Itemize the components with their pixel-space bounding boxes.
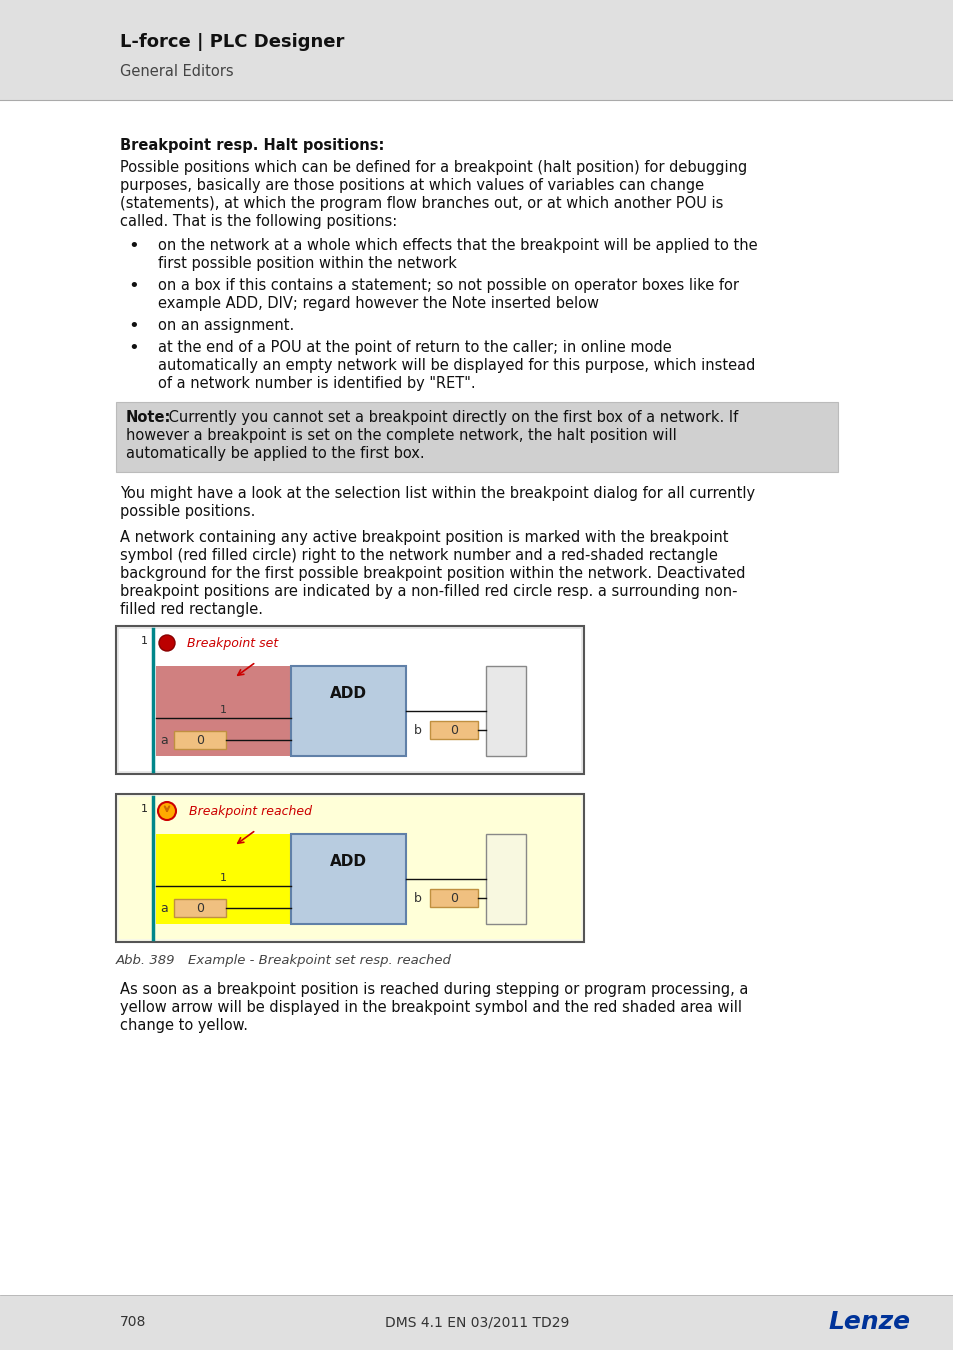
Text: 1: 1 (141, 636, 148, 647)
Text: 0: 0 (195, 733, 204, 747)
Bar (430, 721, 477, 738)
Text: b: b (414, 891, 421, 904)
Text: •: • (128, 277, 138, 296)
Text: General Editors: General Editors (120, 65, 233, 80)
Circle shape (159, 634, 174, 651)
Text: automatically an empty network will be displayed for this purpose, which instead: automatically an empty network will be d… (158, 358, 755, 373)
Text: b: b (414, 724, 421, 737)
Bar (485, 666, 525, 756)
Bar (119, 629, 580, 771)
Text: ADD: ADD (330, 687, 367, 702)
Text: Breakpoint resp. Halt positions:: Breakpoint resp. Halt positions: (120, 138, 384, 153)
Text: 708: 708 (120, 1315, 146, 1328)
Text: however a breakpoint is set on the complete network, the halt position will: however a breakpoint is set on the compl… (126, 428, 676, 443)
Text: change to yellow.: change to yellow. (120, 1018, 248, 1033)
Text: example ADD, DIV; regard however the Note inserted below: example ADD, DIV; regard however the Not… (158, 296, 598, 310)
Text: •: • (128, 238, 138, 255)
Text: a: a (160, 733, 168, 747)
Text: Currently you cannot set a breakpoint directly on the first box of a network. If: Currently you cannot set a breakpoint di… (164, 410, 738, 425)
Circle shape (158, 802, 175, 819)
Text: ADD: ADD (330, 855, 367, 869)
Text: 0: 0 (195, 902, 204, 914)
Text: As soon as a breakpoint position is reached during stepping or program processin: As soon as a breakpoint position is reac… (120, 981, 747, 998)
Bar (119, 796, 580, 940)
Text: symbol (red filled circle) right to the network number and a red-shaded rectangl: symbol (red filled circle) right to the … (120, 548, 717, 563)
Bar (430, 890, 477, 907)
Text: •: • (128, 317, 138, 335)
Text: 0: 0 (450, 891, 457, 904)
Text: A network containing any active breakpoint position is marked with the breakpoin: A network containing any active breakpoi… (120, 531, 728, 545)
Text: 1: 1 (220, 705, 227, 716)
Bar (173, 730, 226, 749)
Bar (116, 626, 583, 774)
Text: on the network at a whole which effects that the breakpoint will be applied to t: on the network at a whole which effects … (158, 238, 757, 252)
Text: •: • (128, 339, 138, 358)
Text: yellow arrow will be displayed in the breakpoint symbol and the red shaded area : yellow arrow will be displayed in the br… (120, 1000, 741, 1015)
Text: Possible positions which can be defined for a breakpoint (halt position) for deb: Possible positions which can be defined … (120, 161, 746, 176)
Bar (485, 834, 525, 923)
Text: first possible position within the network: first possible position within the netwo… (158, 256, 456, 271)
Text: breakpoint positions are indicated by a non-filled red circle resp. a surroundin: breakpoint positions are indicated by a … (120, 585, 737, 599)
Bar (291, 666, 406, 756)
Text: 1: 1 (141, 805, 148, 814)
Bar (0, 1295, 953, 1350)
Bar (156, 666, 386, 756)
Bar (291, 834, 406, 923)
Bar (0, 0, 953, 100)
Text: Example - Breakpoint set resp. reached: Example - Breakpoint set resp. reached (171, 954, 451, 967)
Text: You might have a look at the selection list within the breakpoint dialog for all: You might have a look at the selection l… (120, 486, 755, 501)
Text: filled red rectangle.: filled red rectangle. (120, 602, 263, 617)
Text: automatically be applied to the first box.: automatically be applied to the first bo… (126, 446, 424, 460)
Text: on a box if this contains a statement; so not possible on operator boxes like fo: on a box if this contains a statement; s… (158, 278, 739, 293)
Bar (116, 402, 837, 472)
Text: 0: 0 (450, 724, 457, 737)
Text: Breakpoint set: Breakpoint set (187, 636, 278, 649)
Text: background for the first possible breakpoint position within the network. Deacti: background for the first possible breakp… (120, 566, 744, 580)
Text: on an assignment.: on an assignment. (158, 319, 294, 333)
Bar (156, 834, 386, 923)
Text: a: a (160, 902, 168, 914)
Text: Lenze: Lenze (828, 1310, 910, 1334)
Bar (173, 899, 226, 917)
Text: Note:: Note: (126, 410, 172, 425)
Text: possible positions.: possible positions. (120, 504, 255, 518)
Text: at the end of a POU at the point of return to the caller; in online mode: at the end of a POU at the point of retu… (158, 340, 671, 355)
Text: DMS 4.1 EN 03/2011 TD29: DMS 4.1 EN 03/2011 TD29 (384, 1315, 569, 1328)
Text: of a network number is identified by "RET".: of a network number is identified by "RE… (158, 377, 476, 392)
Text: called. That is the following positions:: called. That is the following positions: (120, 215, 396, 230)
Text: L-force | PLC Designer: L-force | PLC Designer (120, 32, 344, 51)
Text: Breakpoint reached: Breakpoint reached (189, 805, 312, 818)
Text: purposes, basically are those positions at which values of variables can change: purposes, basically are those positions … (120, 178, 703, 193)
Text: Abb. 389: Abb. 389 (116, 954, 175, 967)
Text: (statements), at which the program flow branches out, or at which another POU is: (statements), at which the program flow … (120, 196, 722, 211)
Bar (116, 794, 583, 942)
Text: 1: 1 (220, 873, 227, 883)
